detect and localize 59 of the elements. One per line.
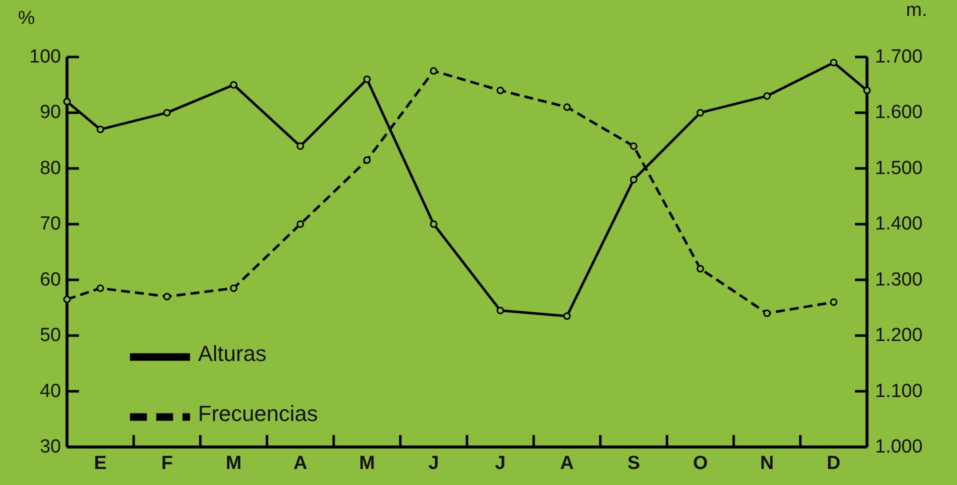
x-tick-label: O bbox=[692, 453, 708, 474]
point bbox=[296, 142, 304, 150]
point bbox=[630, 142, 638, 150]
y2-tick-label: 1.600 bbox=[875, 102, 923, 124]
y-tick-label: 70 bbox=[40, 214, 61, 235]
legend-label: Alturas bbox=[198, 341, 266, 366]
point bbox=[696, 108, 704, 116]
point bbox=[230, 81, 238, 89]
x-tick-label: N bbox=[760, 453, 774, 474]
point bbox=[863, 86, 871, 94]
point bbox=[430, 67, 438, 75]
x-tick-label: J bbox=[495, 453, 506, 474]
point bbox=[763, 92, 771, 100]
point bbox=[630, 176, 638, 184]
point bbox=[496, 306, 504, 314]
point bbox=[63, 98, 71, 106]
y-tick-label: 60 bbox=[40, 269, 61, 290]
x-tick-label: S bbox=[627, 453, 640, 474]
y-tick-label: 90 bbox=[40, 102, 61, 124]
point bbox=[763, 310, 771, 318]
y2-tick-label: 1.700 bbox=[875, 46, 923, 68]
x-tick-label: E bbox=[94, 453, 107, 474]
x-tick-label: M bbox=[359, 453, 375, 474]
x-tick-label: A bbox=[560, 453, 574, 474]
point bbox=[230, 284, 238, 292]
x-tick-label: D bbox=[826, 453, 841, 474]
legend-label: Frecuencias bbox=[198, 401, 318, 426]
y2-axis-title: m. bbox=[906, 0, 928, 22]
point bbox=[163, 108, 171, 116]
y2-tick-label: 1.500 bbox=[875, 158, 923, 179]
x-tick-label: F bbox=[161, 453, 173, 474]
y2-tick-label: 1.100 bbox=[875, 380, 923, 402]
point bbox=[363, 76, 371, 84]
point bbox=[830, 298, 838, 306]
y-tick-label: 50 bbox=[40, 325, 61, 346]
x-tick-label: J bbox=[428, 453, 439, 474]
y2-tick-label: 1.200 bbox=[875, 325, 923, 346]
y-tick-label: 40 bbox=[40, 380, 61, 402]
x-tick-label: M bbox=[226, 453, 242, 474]
point bbox=[96, 284, 104, 292]
point bbox=[163, 292, 171, 300]
point bbox=[430, 220, 438, 228]
y2-tick-label: 1.400 bbox=[875, 214, 923, 235]
x-tick-label: A bbox=[293, 453, 308, 474]
y-tick-label: 100 bbox=[29, 46, 61, 68]
y2-tick-label: 1.000 bbox=[875, 436, 923, 458]
point bbox=[563, 312, 571, 320]
point bbox=[296, 220, 304, 228]
point bbox=[496, 86, 504, 94]
y2-tick-label: 1.300 bbox=[875, 269, 923, 290]
point bbox=[696, 264, 704, 272]
y-tick-label: 80 bbox=[40, 158, 61, 179]
point bbox=[563, 103, 571, 111]
point bbox=[830, 58, 838, 66]
point bbox=[63, 296, 71, 304]
point bbox=[363, 156, 371, 164]
y-axis-title: % bbox=[18, 8, 35, 30]
point bbox=[96, 126, 104, 134]
y-tick-label: 30 bbox=[40, 436, 61, 458]
